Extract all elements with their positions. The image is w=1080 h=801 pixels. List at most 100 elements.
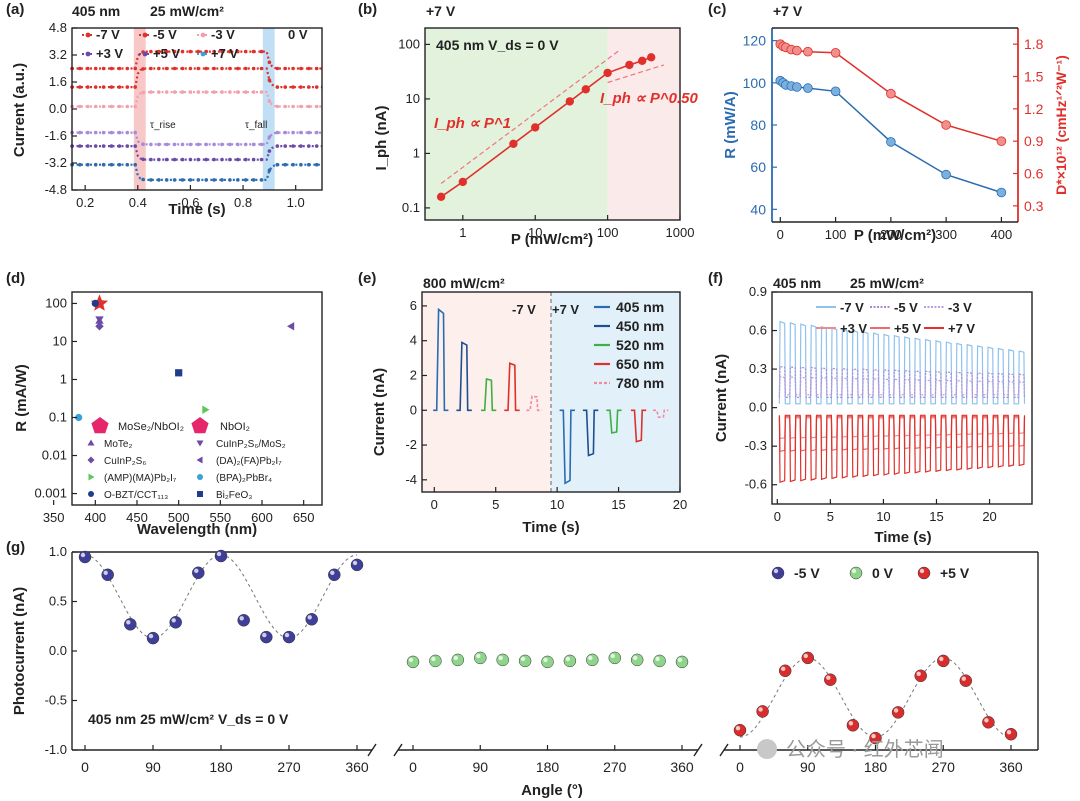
bias-region-pos [551, 292, 680, 492]
trace-marker [291, 104, 295, 109]
point-highlight [1006, 730, 1012, 735]
trace-marker [172, 178, 177, 182]
data-point [891, 706, 905, 719]
y2-tick-label: 0.6 [1024, 166, 1044, 182]
legend-label: +3 V [96, 46, 123, 61]
legend-label: 0 V [288, 27, 308, 42]
fit-line-sublinear [607, 64, 665, 84]
point-highlight [520, 656, 526, 662]
x-tick-label: 270 [277, 759, 301, 775]
point-highlight [781, 666, 786, 671]
trace-marker [267, 78, 272, 82]
data-point [625, 60, 634, 70]
trace-marker [204, 142, 208, 147]
trace-marker [117, 66, 122, 71]
axis-break [719, 743, 729, 757]
legend-marker [196, 456, 203, 464]
trace--3 V [72, 90, 322, 108]
trace-marker [243, 157, 248, 162]
axes-frame-e [421, 291, 681, 493]
data-point [603, 68, 612, 78]
trace-marker [117, 144, 122, 148]
trace-marker [172, 142, 177, 147]
y-tick-label: -1.0 [45, 742, 67, 757]
trace-marker [141, 157, 145, 162]
trace-+3 V [72, 131, 322, 146]
trace-marker [141, 142, 145, 146]
legend-label: Bi₂FeO₃ [216, 490, 252, 501]
trace-marker [236, 49, 240, 54]
trace-marker [101, 130, 106, 135]
trace-marker [149, 66, 153, 71]
y-tick-label: 100 [743, 75, 767, 91]
data-point [937, 654, 950, 668]
data-point [192, 566, 205, 580]
trace-marker [243, 178, 248, 182]
legend-marker [196, 440, 204, 447]
trace-marker [212, 90, 216, 94]
trace-marker [117, 162, 122, 167]
x-tick-label: 15 [929, 509, 943, 524]
x-tick-label: 0 [777, 227, 784, 242]
x-tick-label: 0 [409, 759, 417, 775]
trace-marker [157, 66, 161, 71]
legend-label: 650 nm [616, 356, 664, 372]
panel-header-f-2: 25 mW/cm² [850, 275, 924, 291]
data-point [124, 618, 137, 631]
y-tick-label: -4.8 [45, 182, 67, 197]
data-point [675, 655, 689, 669]
trace-marker [125, 144, 130, 148]
trace-marker [109, 85, 114, 89]
point-highlight [103, 570, 108, 575]
pulse-pos-405 nm [433, 307, 449, 412]
trace-marker [228, 142, 232, 147]
trace-marker [267, 149, 272, 153]
trace-marker [291, 66, 295, 71]
point-highlight [655, 656, 660, 662]
trace--5 V [778, 365, 1026, 398]
trace-+5 V [778, 416, 1026, 453]
data-point-D [803, 46, 813, 57]
trace-marker [228, 90, 232, 94]
point-highlight [476, 653, 481, 659]
region-linear [425, 28, 608, 220]
x-axis-label: P (mW/cm²) [854, 227, 936, 244]
trace-marker [164, 90, 169, 94]
trace-marker [109, 144, 114, 148]
trace-marker [236, 66, 240, 71]
data-point [328, 568, 341, 582]
x-tick-label: 360 [670, 759, 694, 775]
data-point [474, 651, 487, 665]
point-highlight [543, 657, 548, 663]
trace-marker [188, 66, 193, 71]
trace-marker [259, 49, 264, 54]
x-axis-label: Time (s) [168, 201, 225, 218]
trace-marker [196, 157, 201, 162]
trace-marker [188, 142, 193, 147]
legend-label: MoSe₂/NbOI₂ [118, 421, 184, 433]
y-tick-label: 60 [750, 159, 766, 175]
point-highlight [565, 656, 571, 662]
x-tick-label: 0.6 [181, 195, 199, 210]
light-off-region [262, 28, 275, 190]
trace-marker [157, 142, 161, 147]
data-point [175, 369, 183, 377]
trace-marker [299, 162, 303, 167]
y-tick-label: 40 [750, 201, 766, 217]
data-point [959, 674, 973, 687]
x-tick-label: 550 [209, 510, 231, 525]
data-point [237, 614, 250, 627]
trace-marker [251, 49, 256, 54]
trace-marker [228, 157, 232, 162]
pulse-pos-780 nm [526, 395, 542, 412]
data-point [801, 651, 815, 665]
trace-marker [204, 157, 208, 162]
trace-marker [259, 66, 264, 71]
legend-marker [197, 491, 203, 497]
legend-label: 0 V [872, 565, 894, 581]
annotation-fit2: I_ph ∝ P^0.50 [600, 90, 699, 107]
trace-marker [251, 66, 256, 71]
x-tick-label: 650 [293, 510, 315, 525]
trace-+5 V [72, 145, 322, 161]
x-axis-label: P (mW/cm²) [511, 231, 593, 248]
